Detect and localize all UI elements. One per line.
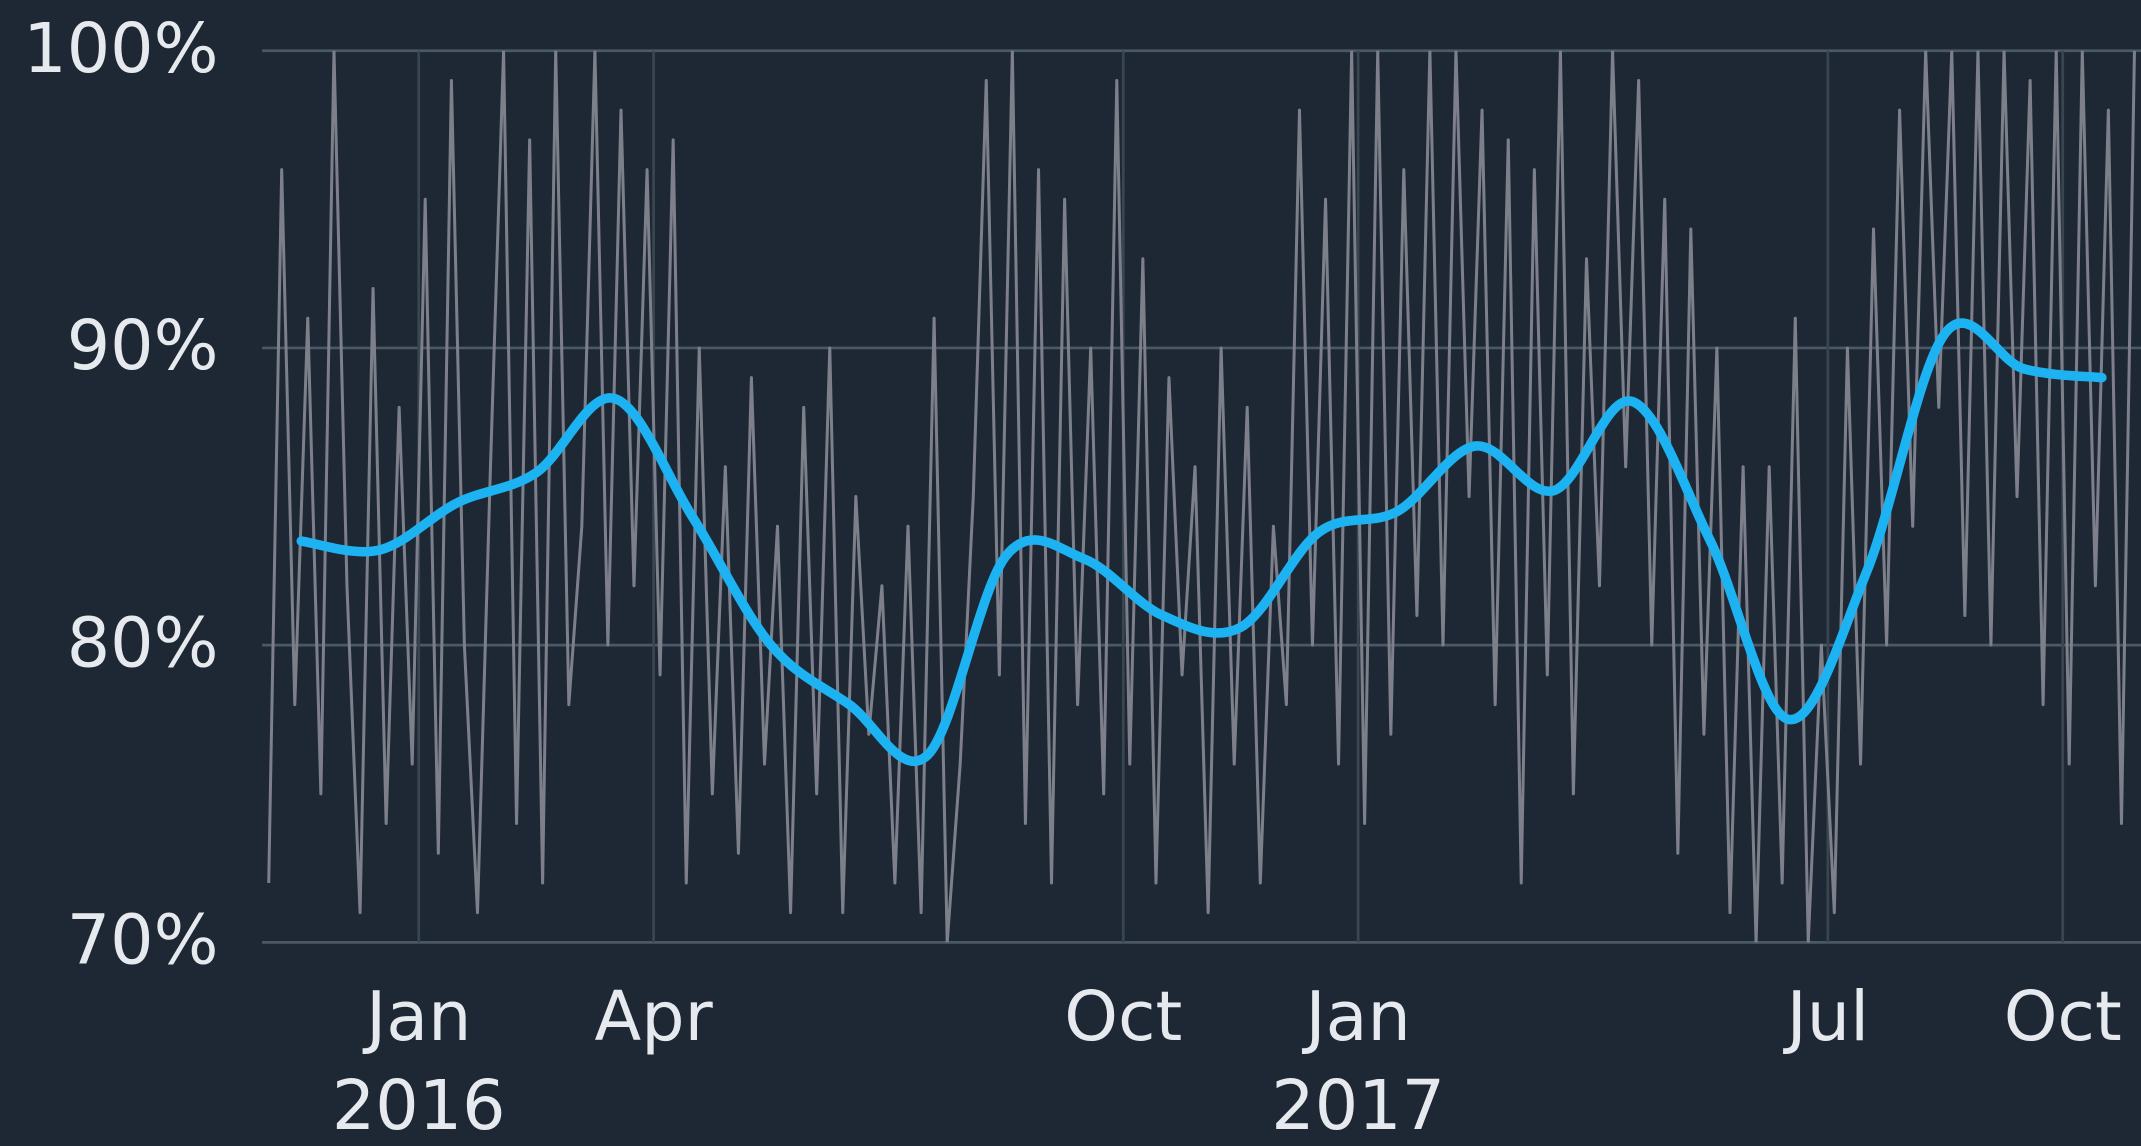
x-tick-label: Oct (1064, 978, 1182, 1057)
x-tick-label: Oct (2004, 978, 2122, 1057)
y-tick-label: 90% (67, 307, 219, 386)
x-tick-label: Jan (1302, 978, 1411, 1057)
x-tick-label: Apr (595, 978, 714, 1057)
plot-area (267, 50, 2136, 943)
axis-labels: 70% 80% 90% 100% Jan 2016 Apr Oct Jan 2017 Jul Oct (23, 10, 2121, 1146)
trend-line (296, 318, 2107, 766)
y-tick-label: 100% (23, 10, 218, 89)
y-tick-label: 70% (67, 902, 219, 981)
x-tick-year: 2016 (332, 1067, 506, 1146)
x-tick-label: Jan (362, 978, 471, 1057)
y-tick-label: 80% (67, 604, 219, 683)
x-tick-label: Jul (1783, 978, 1869, 1057)
x-tick-year: 2017 (1271, 1067, 1445, 1146)
